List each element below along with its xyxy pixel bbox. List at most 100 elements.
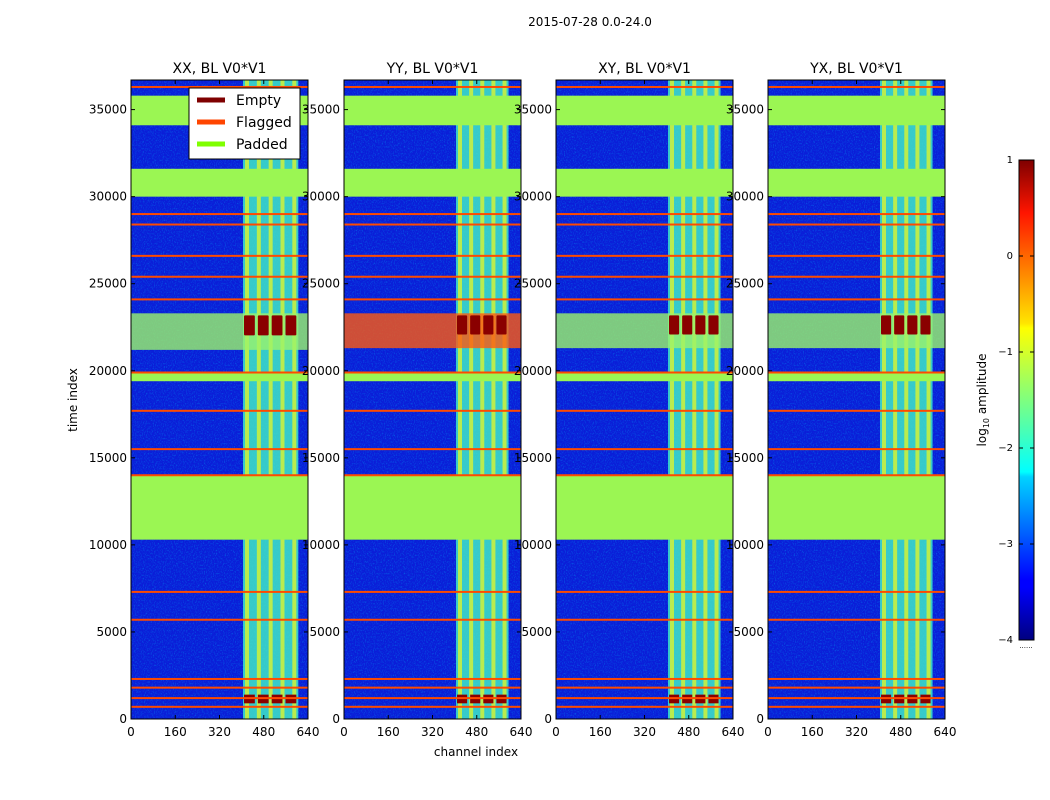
panel-4: YX, BL V0*V1 0 160 320 480 640 0 5000 10000 15000… — [726, 61, 957, 739]
flagged-row — [768, 298, 945, 301]
flagged-row — [556, 705, 733, 708]
flagged-row — [556, 697, 733, 700]
flagged-row — [344, 213, 521, 216]
y-tick-label: 35000 — [89, 103, 127, 117]
strong-cell — [669, 315, 680, 335]
panel-1: XX, BL V0*V1 0 160 320 480 640 0 5000 10000 15000… — [89, 61, 320, 739]
flagged-row — [768, 85, 945, 88]
rfi-stripe — [502, 80, 507, 719]
rfi-stripe — [245, 80, 250, 719]
y-tick-label: 30000 — [302, 190, 340, 204]
flagged-row — [344, 371, 521, 374]
colorbar-tick-label: −3 — [998, 539, 1013, 550]
figure-title: 2015-07-28 0.0-24.0 — [528, 15, 652, 29]
x-tick-label: 160 — [164, 725, 187, 739]
y-tick-label: 20000 — [726, 364, 764, 378]
flagged-row — [556, 85, 733, 88]
flagged-row — [344, 686, 521, 689]
x-tick-label: 160 — [801, 725, 824, 739]
strong-cell — [470, 315, 481, 335]
y-tick-label: 0 — [544, 712, 552, 726]
y-tick-label: 20000 — [89, 364, 127, 378]
x-axis-label: channel index — [434, 745, 518, 759]
flagged-row — [556, 254, 733, 257]
y-tick-label: 25000 — [726, 277, 764, 291]
colorbar-scale — [1018, 159, 1035, 641]
strong-cell — [257, 315, 269, 336]
padded-region — [768, 95, 945, 126]
flagged-row — [344, 705, 521, 708]
rfi-stripe — [915, 80, 920, 719]
y-tick-label: 25000 — [302, 277, 340, 291]
flagged-row — [556, 686, 733, 689]
flagged-row — [131, 223, 308, 226]
strong-cell — [708, 315, 719, 335]
flagged-row — [131, 275, 308, 278]
strong-cell — [271, 315, 283, 336]
padded-region — [556, 475, 733, 540]
x-tick-label: 640 — [934, 725, 957, 739]
y-axis-label: time index — [66, 368, 80, 432]
flagged-row — [768, 590, 945, 593]
panel-title: XY, BL V0*V1 — [598, 61, 691, 77]
flagged-row — [131, 371, 308, 374]
flagged-row — [344, 474, 521, 477]
flagged-row — [131, 85, 308, 88]
y-tick-label: 30000 — [514, 190, 552, 204]
flagged-row — [131, 409, 308, 412]
strong-cell — [920, 315, 931, 335]
strong-cell — [483, 315, 494, 335]
legend-label: Empty — [236, 93, 281, 109]
y-tick-label: 20000 — [514, 364, 552, 378]
y-tick-label: 5000 — [733, 625, 764, 639]
rfi-stripe — [904, 80, 909, 719]
flagged-row — [131, 448, 308, 451]
legend-label: Padded — [236, 137, 288, 153]
y-tick-label: 35000 — [514, 103, 552, 117]
colorbar-tick-label: −2 — [998, 443, 1013, 454]
flagged-row — [344, 697, 521, 700]
y-tick-label: 0 — [332, 712, 340, 726]
y-tick-label: 30000 — [726, 190, 764, 204]
strong-cell — [682, 315, 693, 335]
colorbar-label-sub: 10 — [982, 418, 991, 428]
y-tick-label: 10000 — [514, 538, 552, 552]
x-tick-label: 0 — [764, 725, 772, 739]
flagged-row — [556, 618, 733, 621]
y-tick-label: 25000 — [89, 277, 127, 291]
padded-region — [556, 372, 733, 382]
rfi-stripe — [681, 80, 686, 719]
y-tick-label: 30000 — [89, 190, 127, 204]
strong-cell — [285, 315, 297, 336]
flagged-row — [768, 275, 945, 278]
flagged-row — [556, 448, 733, 451]
flagged-row — [768, 677, 945, 680]
flagged-row — [344, 254, 521, 257]
x-tick-label: 640 — [722, 725, 745, 739]
panel-title: YY, BL V0*V1 — [386, 61, 479, 77]
flagged-row — [131, 298, 308, 301]
flagged-row — [556, 298, 733, 301]
rfi-stripe — [268, 80, 273, 719]
y-tick-label: 35000 — [302, 103, 340, 117]
strong-band-bg — [344, 313, 521, 349]
y-tick-label: 0 — [756, 712, 764, 726]
padded-region — [556, 95, 733, 126]
panel-title: YX, BL V0*V1 — [809, 61, 903, 77]
flagged-row — [131, 254, 308, 257]
flagged-row — [768, 448, 945, 451]
flagged-row — [131, 213, 308, 216]
colorbar-tick-label: −1 — [998, 347, 1013, 358]
flagged-row — [131, 697, 308, 700]
strong-cell — [881, 315, 892, 335]
flagged-row — [556, 223, 733, 226]
flagged-row — [556, 677, 733, 680]
padded-region — [344, 372, 521, 382]
x-tick-label: 320 — [421, 725, 444, 739]
x-tick-label: 480 — [252, 725, 275, 739]
rfi-stripe — [458, 80, 463, 719]
colorbar-label-main: log — [975, 428, 989, 446]
padded-region — [344, 475, 521, 540]
x-tick-label: 320 — [208, 725, 231, 739]
y-tick-label: 5000 — [96, 625, 127, 639]
